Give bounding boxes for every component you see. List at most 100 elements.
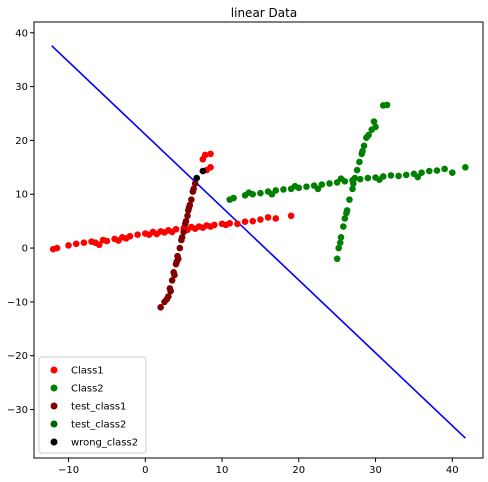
x-tick-label: 40	[446, 465, 459, 476]
data-point	[337, 175, 345, 182]
data-point	[257, 216, 264, 223]
data-point	[333, 255, 341, 263]
data-point	[356, 175, 364, 183]
data-point	[173, 258, 181, 265]
data-point	[207, 150, 214, 158]
series-class1	[49, 150, 295, 253]
legend-marker	[50, 420, 58, 428]
data-point	[230, 194, 237, 202]
x-tick-label: −10	[58, 465, 79, 476]
data-point	[186, 201, 194, 209]
data-point	[462, 164, 469, 171]
x-tick-label: 30	[369, 465, 382, 476]
data-point	[360, 142, 368, 150]
data-point	[414, 173, 422, 181]
data-point	[365, 131, 372, 139]
data-point	[359, 147, 366, 155]
data-point	[370, 118, 378, 125]
data-point	[80, 239, 88, 246]
data-point	[280, 186, 287, 193]
chart-title: linear Data	[231, 6, 297, 20]
legend-label: test_class2	[71, 420, 126, 431]
data-point	[178, 234, 186, 241]
legend-label: wrong_class2	[71, 438, 138, 449]
data-point	[234, 220, 241, 228]
data-point	[126, 232, 134, 240]
y-tick-label: 20	[15, 136, 28, 147]
data-point	[356, 158, 363, 166]
data-point	[65, 242, 72, 249]
data-point	[257, 189, 264, 197]
data-point	[134, 231, 141, 238]
data-point	[346, 196, 353, 203]
data-point	[326, 180, 333, 187]
x-tick-label: 10	[216, 465, 229, 476]
legend-marker	[50, 438, 58, 446]
data-point	[226, 220, 234, 227]
data-point	[341, 215, 349, 222]
data-point	[418, 169, 425, 177]
y-tick-label: −20	[7, 351, 28, 362]
data-point	[176, 244, 184, 252]
data-point	[249, 217, 257, 225]
decision-line	[51, 45, 466, 439]
data-point	[335, 244, 343, 252]
data-point	[182, 217, 190, 225]
data-point	[184, 212, 191, 220]
data-point	[153, 230, 161, 238]
data-point	[336, 239, 344, 246]
data-point	[115, 237, 122, 244]
data-point	[245, 189, 253, 196]
x-tick-label: 0	[142, 465, 148, 476]
data-point	[72, 240, 80, 248]
data-point	[291, 182, 299, 190]
data-point	[353, 166, 361, 174]
legend-marker	[50, 366, 58, 374]
series-test-class1	[157, 180, 199, 311]
y-tick-label: 30	[15, 82, 28, 93]
data-point	[264, 214, 272, 221]
legend-label: Class1	[71, 366, 104, 377]
data-point	[287, 212, 295, 220]
data-point	[188, 196, 195, 203]
data-point	[303, 183, 310, 191]
y-tick-label: −30	[7, 405, 28, 416]
data-point	[441, 165, 448, 173]
legend-marker	[50, 384, 58, 392]
data-point	[349, 180, 357, 187]
data-point	[157, 303, 164, 311]
legend: Class1 Class2 test_class1 test_class2 wrong_…	[38, 356, 147, 454]
data-point	[383, 101, 391, 109]
series-wrong-class2	[193, 167, 207, 182]
data-point	[402, 171, 410, 179]
data-point	[314, 185, 322, 193]
data-point	[95, 241, 103, 249]
data-point	[207, 164, 214, 171]
data-point	[349, 185, 356, 193]
data-point	[163, 295, 171, 303]
data-point	[376, 176, 383, 184]
x-tick-label: 20	[292, 465, 305, 476]
data-point	[448, 169, 456, 177]
data-point	[395, 172, 402, 180]
data-point	[211, 221, 218, 229]
plot-frame	[33, 21, 484, 459]
data-point	[351, 174, 359, 182]
data-point	[364, 174, 372, 182]
data-point	[180, 228, 187, 236]
data-point	[433, 167, 441, 174]
y-tick-label: 0	[22, 244, 28, 255]
data-point	[268, 190, 276, 198]
data-point	[193, 174, 201, 182]
data-point	[272, 215, 280, 222]
legend-label: Class2	[71, 384, 104, 395]
data-point	[337, 234, 345, 241]
legend-box	[38, 356, 147, 454]
data-point	[53, 244, 61, 252]
data-point	[425, 167, 433, 175]
series-class2	[226, 101, 469, 263]
data-point	[191, 180, 199, 187]
data-point	[184, 207, 192, 214]
legend-marker	[50, 402, 58, 410]
